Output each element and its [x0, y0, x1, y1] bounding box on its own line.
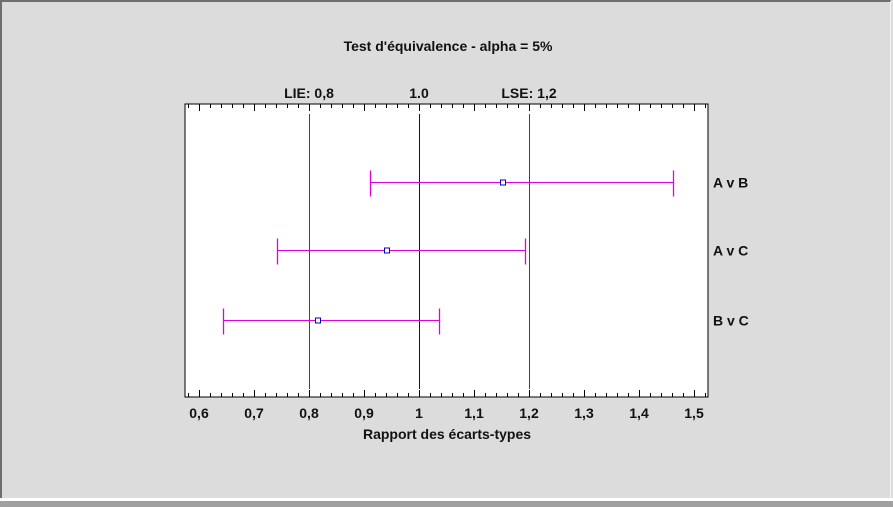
x-tick-label: 1	[415, 405, 423, 421]
interval-b-v-c	[222, 308, 441, 335]
estimate-marker	[384, 247, 390, 254]
comparison-label: B v C	[713, 313, 749, 329]
comparison-label: A v C	[713, 243, 748, 259]
panel-divider	[0, 498, 893, 501]
x-tick-label: 0,9	[354, 405, 374, 421]
reference-label: LIE: 0,8	[284, 85, 334, 101]
interval-a-v-c	[276, 238, 527, 265]
x-tick-label: 0,7	[244, 405, 264, 421]
x-tick-label: 1,4	[629, 405, 649, 421]
x-tick-label: 1,1	[464, 405, 484, 421]
x-tick-label: 1,2	[519, 405, 539, 421]
reference-label: LSE: 1,2	[501, 85, 556, 101]
estimate-marker	[500, 179, 506, 186]
comparison-label: A v B	[713, 175, 748, 191]
x-tick-label: 0,6	[189, 405, 209, 421]
estimate-marker	[315, 317, 321, 324]
confidence-intervals	[222, 170, 675, 335]
x-axis-label: Rapport des écarts-types	[363, 426, 531, 442]
chart-title: Test d'équivalence - alpha = 5%	[344, 38, 553, 54]
x-tick-label: 1,5	[684, 405, 704, 421]
interval-a-v-b	[369, 170, 675, 197]
x-axis-tick-labels: 0,6 0,7 0,8 0,9 1 1,1 1,2 1,3 1,4 1,5	[189, 405, 704, 421]
x-tick-label: 1,3	[574, 405, 594, 421]
reference-label: 1.0	[409, 85, 429, 101]
panel-bottom-edge	[0, 501, 893, 507]
x-tick-label: 0,8	[299, 405, 319, 421]
axis-ticks	[188, 104, 706, 397]
reference-lines	[309, 114, 530, 389]
reference-line-labels: LIE: 0,8 1.0 LSE: 1,2	[284, 85, 557, 101]
comparison-labels: A v B A v C B v C	[713, 175, 749, 329]
